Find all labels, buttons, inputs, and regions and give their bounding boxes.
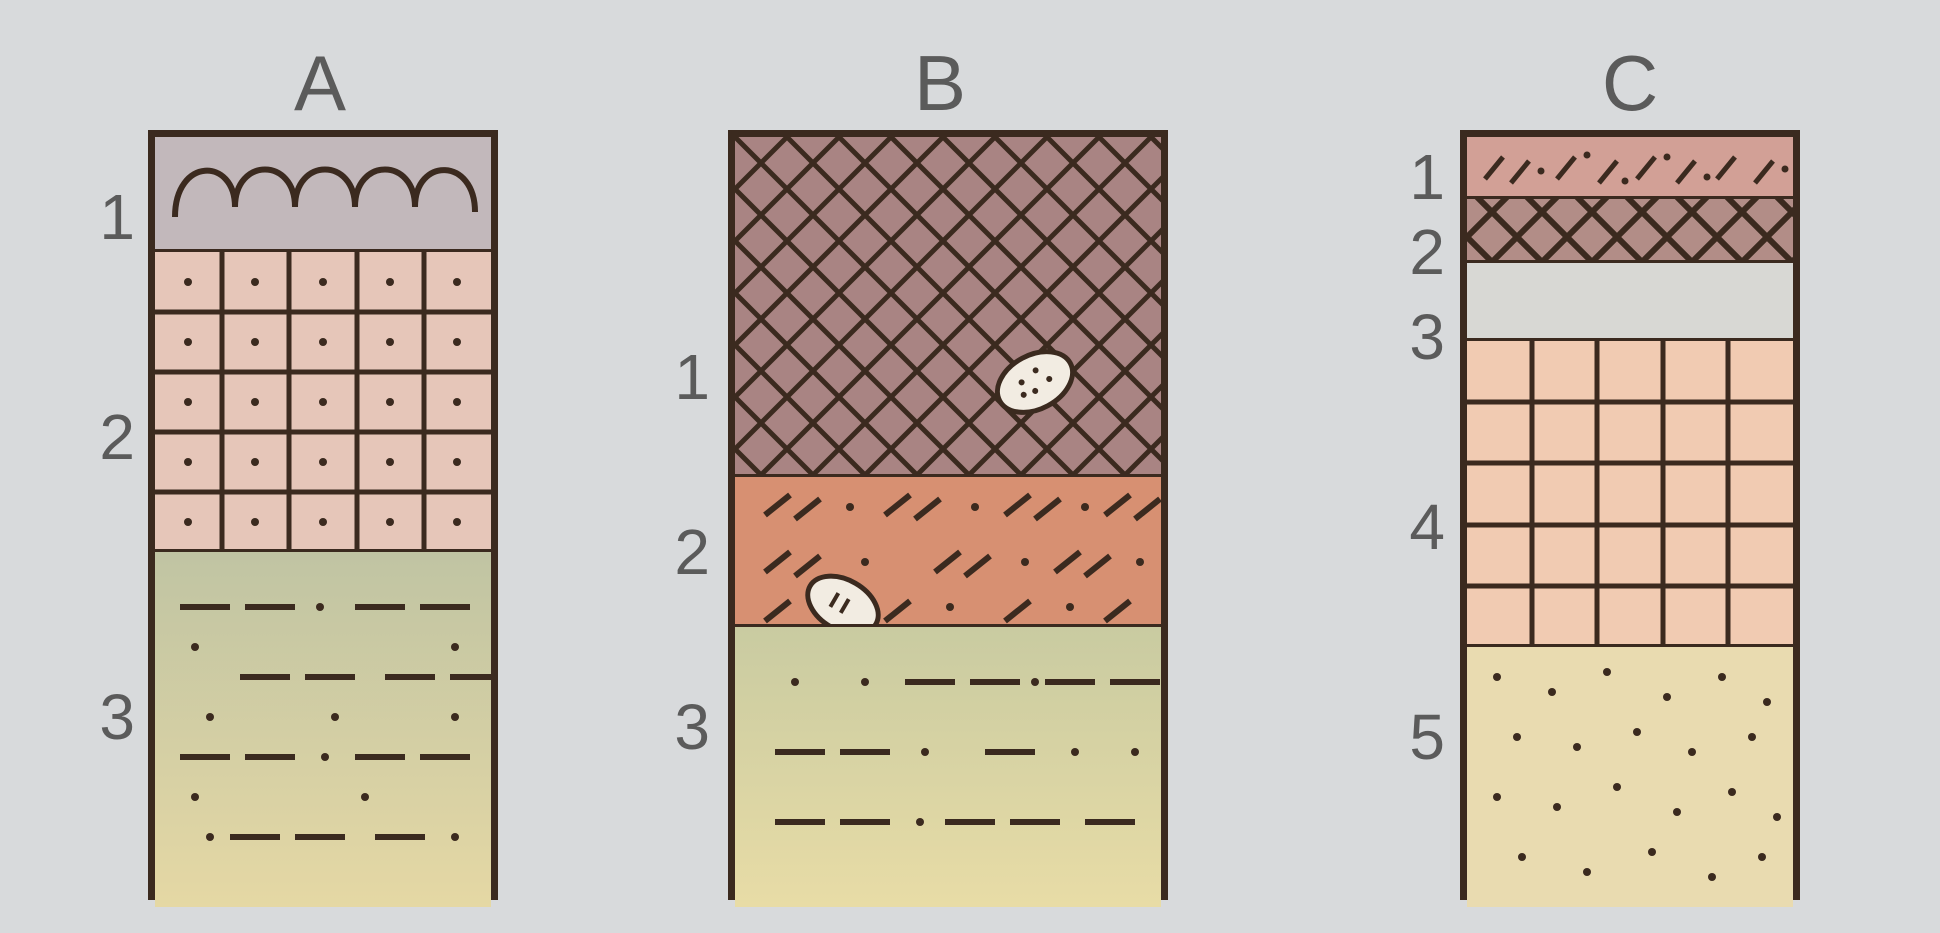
column-title-a: A bbox=[280, 38, 360, 129]
layer-c4 bbox=[1467, 341, 1793, 647]
label-b3: 3 bbox=[660, 690, 710, 764]
layer-a3 bbox=[155, 552, 491, 907]
label-c2: 2 bbox=[1395, 215, 1445, 289]
label-c5: 5 bbox=[1395, 700, 1445, 774]
label-c4: 4 bbox=[1395, 490, 1445, 564]
column-b bbox=[728, 130, 1168, 900]
layer-b3 bbox=[735, 627, 1161, 907]
layer-c2 bbox=[1467, 199, 1793, 263]
column-c-svg bbox=[1467, 137, 1793, 907]
label-c3: 3 bbox=[1395, 300, 1445, 374]
label-c1: 1 bbox=[1395, 140, 1445, 214]
layer-a1 bbox=[155, 137, 491, 252]
column-b-svg bbox=[735, 137, 1161, 907]
column-a bbox=[148, 130, 498, 900]
label-b1: 1 bbox=[660, 340, 710, 414]
label-a3: 3 bbox=[85, 680, 135, 754]
column-title-b: B bbox=[900, 38, 980, 129]
layer-c3 bbox=[1467, 263, 1793, 341]
label-b2: 2 bbox=[660, 515, 710, 589]
label-a2: 2 bbox=[85, 400, 135, 474]
column-a-svg bbox=[155, 137, 491, 907]
layer-a2 bbox=[155, 252, 491, 552]
layer-b1 bbox=[735, 137, 1161, 477]
soil-profile-diagram: A B C bbox=[0, 0, 1940, 933]
layer-b2 bbox=[735, 477, 1161, 646]
column-title-c: C bbox=[1590, 38, 1670, 129]
layer-c1 bbox=[1467, 137, 1793, 199]
layer-c5 bbox=[1467, 647, 1793, 907]
label-a1: 1 bbox=[85, 180, 135, 254]
column-c bbox=[1460, 130, 1800, 900]
